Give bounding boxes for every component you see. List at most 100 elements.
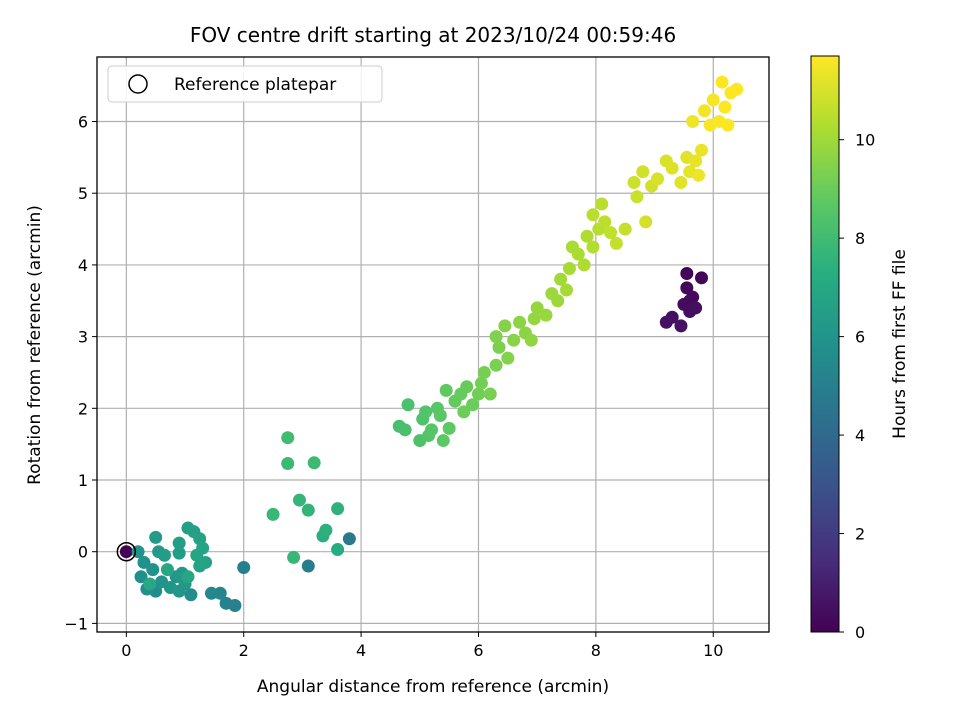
colorbar-tick-label: 6 [855,328,865,347]
data-point [301,559,315,573]
colorbar-tick-label: 2 [855,525,865,544]
colorbar: 0 2 4 6 8 10 Hours from first FF file [810,55,910,642]
data-point [674,175,688,189]
data-point [586,208,600,222]
data-point [331,543,345,557]
data-point [196,541,210,555]
x-tick-label: 10 [703,641,723,660]
data-point [692,168,706,182]
y-axis-ticks: −1 0 1 2 3 4 5 6 [64,113,97,633]
reference-platepar-marker [116,541,137,562]
data-point [193,559,207,573]
data-point [134,570,148,584]
data-point [172,546,186,560]
colorbar-gradient [810,55,840,633]
colorbar-tick-label: 8 [855,229,865,248]
legend-label: Reference platepar [174,75,336,95]
colorbar-tick-label: 4 [855,426,865,445]
data-point [604,226,618,240]
y-tick-label: 4 [78,256,88,275]
data-point [718,100,732,114]
x-tick-label: 4 [356,641,366,660]
chart-title: FOV centre drift starting at 2023/10/24 … [190,23,676,47]
data-point [457,405,471,419]
y-tick-label: 0 [78,543,88,562]
data-point [507,333,521,347]
data-point [287,550,301,564]
data-point [571,247,585,261]
data-point [498,319,512,333]
data-point [706,93,720,107]
data-point [580,229,594,243]
data-point [301,503,315,517]
x-axis-ticks: 0 2 4 6 8 10 [121,632,723,660]
data-point [715,75,729,89]
data-point [474,376,488,390]
x-tick-label: 0 [121,641,131,660]
legend-box [107,65,383,103]
y-tick-label: 1 [78,471,88,490]
y-tick-label: −1 [64,614,88,633]
data-point [401,398,415,412]
data-point [650,172,664,186]
data-point [595,197,609,211]
data-point [281,457,295,471]
colorbar-tick-label: 10 [855,131,875,150]
data-point [237,560,251,574]
x-tick-label: 6 [473,641,483,660]
data-point [307,456,321,470]
data-point [281,431,295,445]
data-point [697,104,711,118]
y-axis-label: Rotation from reference (arcmin) [25,205,45,485]
data-point [686,115,700,129]
colorbar-tick-label: 0 [855,623,865,642]
data-point [466,398,480,412]
data-point [331,502,345,516]
data-point [695,143,709,157]
data-point [172,536,186,550]
data-point [157,548,171,562]
data-point [689,154,703,168]
data-point [680,267,694,281]
data-point [560,283,574,297]
data-point [630,190,644,204]
data-point [489,330,503,344]
data-point [530,301,544,315]
data-point [636,165,650,179]
data-point [442,421,456,435]
data-point [119,545,133,559]
data-point [513,315,527,329]
data-point [562,262,576,276]
data-point [204,586,218,600]
data-point [471,387,485,401]
data-point [146,563,160,577]
data-point [527,312,541,326]
data-point [598,215,612,229]
data-point [398,423,412,437]
data-point [665,161,679,175]
data-point [319,523,333,537]
legend: Reference platepar [107,65,383,103]
y-tick-label: 6 [78,113,88,132]
data-point [433,408,447,422]
data-point [436,434,450,448]
x-axis-label: Angular distance from reference (arcmin) [257,677,609,697]
data-point [143,577,157,591]
plot-frame [96,56,770,633]
data-point [639,215,653,229]
data-point [439,383,453,397]
data-point [659,315,673,329]
data-point [181,570,195,584]
legend-marker [128,74,148,94]
data-point [149,530,163,544]
colorbar-label: Hours from first FF file [890,249,910,439]
data-point [618,222,632,236]
data-point [689,301,703,315]
data-point [425,423,439,437]
data-point [460,380,474,394]
data-point [489,358,503,372]
data-point [577,258,591,272]
data-point [419,405,433,419]
data-point [501,351,515,365]
